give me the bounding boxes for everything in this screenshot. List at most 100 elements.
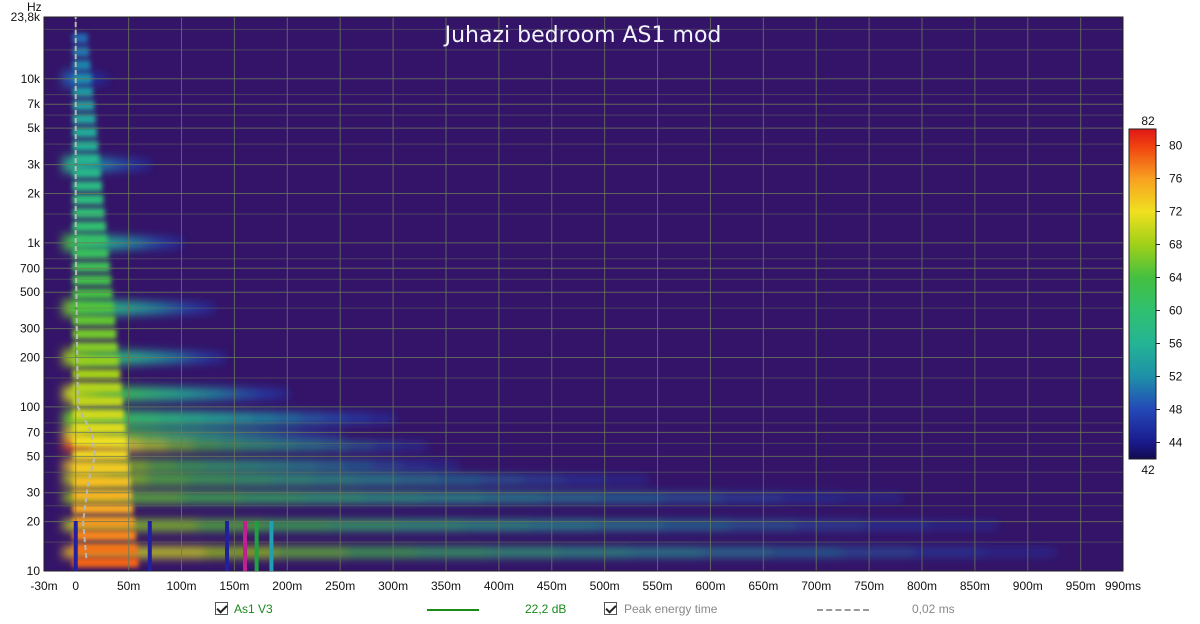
time-markers — [73, 521, 274, 571]
early-band-24 — [72, 234, 108, 245]
peak-energy-time-line — [74, 17, 96, 559]
colorbar-tick-label: 72 — [1169, 205, 1183, 219]
x-tick-label: 150m — [219, 579, 249, 593]
x-axis-ticks: -30m 0 50m 100m 150m 200m 250m 300m 350m 400m 450m… — [30, 579, 1141, 593]
grid-lines — [43, 16, 1124, 572]
early-band-21 — [72, 275, 112, 286]
ridge-2-segment — [601, 494, 663, 501]
early-band-2 — [72, 530, 136, 541]
ridge-4-segment — [400, 462, 430, 468]
x-tick-label: 650m — [748, 579, 778, 593]
y-tick-label: 70 — [27, 425, 41, 439]
early-band-0 — [72, 557, 139, 568]
y-tick-label: 10 — [27, 564, 41, 578]
ridge-1-segment — [796, 522, 864, 528]
ridge-4-segment — [428, 463, 458, 468]
ridge-3-segment — [480, 476, 523, 483]
ridge-7-segment — [369, 414, 395, 423]
ridge-0-segment — [133, 547, 206, 558]
early-band-39 — [72, 33, 88, 44]
x-tick-label: 400m — [484, 579, 514, 593]
ridge-10-segment — [159, 303, 172, 314]
ridge-10-segment — [116, 301, 129, 315]
ridge-6-segment — [102, 429, 124, 439]
early-band-20 — [72, 288, 113, 299]
x-tick-label: 0 — [72, 579, 79, 593]
colorbar-tick-label: 80 — [1169, 139, 1183, 153]
colorbar-tick-label: 68 — [1169, 238, 1183, 252]
x-tick-label: 990ms — [1105, 579, 1141, 593]
y-axis-label: Hz — [27, 0, 42, 14]
colorbar-tick-label: 48 — [1169, 403, 1183, 417]
early-band-38 — [72, 46, 90, 57]
ridge-4-segment — [231, 461, 261, 470]
ridge-1-segment — [329, 521, 398, 530]
ridge-1-segment — [129, 520, 198, 531]
ridge-8-segment — [271, 390, 289, 398]
ridge-3-segment — [188, 475, 231, 485]
early-band-28 — [72, 181, 103, 192]
ridge-5-segment — [269, 442, 297, 450]
y-tick-label: 5k — [27, 121, 41, 135]
y-tick-label: 200 — [20, 351, 40, 365]
early-band-18 — [72, 315, 116, 326]
series-2-label: Peak energy time — [624, 602, 718, 616]
colorbar-tick-label: 60 — [1169, 304, 1183, 318]
ridge-6-segment — [63, 429, 84, 440]
colorbar-tick-label: 52 — [1169, 370, 1183, 384]
series-1-value: 22,2 dB — [525, 602, 567, 616]
x-tick-label: 700m — [801, 579, 831, 593]
y-tick-label: 30 — [27, 486, 41, 500]
early-band-13 — [72, 382, 122, 393]
ridge-1-segment — [196, 520, 264, 530]
ridge-0-segment — [346, 548, 419, 557]
ridge-1-segment — [929, 523, 998, 528]
ridge-3-segment — [563, 477, 607, 483]
series-1-checkbox[interactable] — [215, 602, 228, 615]
ridge-4-segment — [203, 461, 233, 470]
x-tick-label: 600m — [695, 579, 725, 593]
ridge-3-segment — [355, 476, 398, 484]
early-band-3 — [72, 517, 135, 528]
colorbar-tick-label: 44 — [1169, 436, 1183, 450]
x-tick-label: 50m — [117, 579, 140, 593]
ridge-1-segment — [396, 521, 464, 530]
plot-background — [44, 17, 1123, 571]
ridge-6-segment — [320, 432, 342, 437]
plot-frame — [43, 16, 1124, 572]
colorbar-tick-label: 56 — [1169, 337, 1183, 351]
colorbar: 82 42 80 76 72 68 64 60 56 52 48 44 — [1128, 114, 1183, 477]
early-band-19 — [72, 302, 114, 313]
ridge-1-segment — [662, 522, 731, 529]
ridge-5-segment — [218, 442, 245, 450]
series-2-checkbox[interactable] — [604, 602, 617, 615]
ridge-8-segment — [175, 388, 193, 400]
y-tick-label: 7k — [27, 97, 41, 111]
colorbar-tick-label: 64 — [1169, 271, 1183, 285]
ridge-8-segment — [239, 389, 257, 399]
x-tick-label: 250m — [325, 579, 355, 593]
x-tick-label: 450m — [537, 579, 567, 593]
ridge-2-segment — [781, 495, 843, 501]
ridge-7-segment — [298, 413, 324, 424]
ridge-2-segment — [721, 494, 783, 501]
early-band-26 — [72, 208, 105, 219]
ridge-5-segment — [373, 443, 400, 449]
early-band-17 — [72, 328, 117, 339]
ridge-1-segment — [262, 520, 331, 530]
x-tick-label: 800m — [907, 579, 937, 593]
ridge-7-segment — [345, 414, 371, 423]
ridge-3-segment — [271, 475, 315, 484]
y-tick-label: 10k — [21, 72, 41, 86]
ridge-5-segment — [398, 443, 426, 448]
ridge-8-segment — [255, 390, 273, 398]
early-band-11 — [72, 409, 125, 420]
ridge-0-segment — [204, 547, 277, 557]
peak-energy-time-curve — [74, 17, 96, 559]
y-tick-label: 3k — [27, 158, 41, 172]
ridge-6-segment — [261, 431, 282, 438]
colorbar-max-label: 82 — [1141, 114, 1155, 128]
ridge-4-segment — [344, 462, 374, 469]
ridge-8-segment — [223, 389, 241, 399]
y-tick-label: 2k — [27, 186, 41, 200]
